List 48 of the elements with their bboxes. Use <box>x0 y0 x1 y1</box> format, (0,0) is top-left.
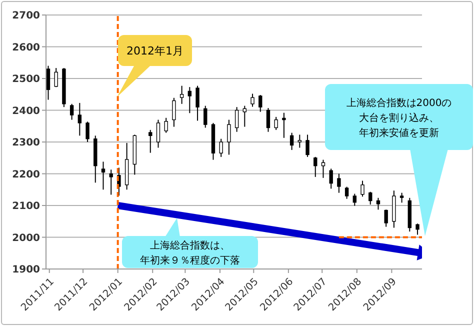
candlestick <box>360 180 364 198</box>
candlestick <box>266 108 270 132</box>
candlestick <box>86 121 90 142</box>
candlestick <box>416 223 420 236</box>
candlestick <box>329 168 333 190</box>
y-tick-label: 2100 <box>12 201 40 212</box>
candlestick <box>204 105 208 128</box>
candlestick <box>164 117 168 134</box>
candlestick <box>352 193 357 206</box>
candlestick <box>70 103 74 120</box>
candlestick <box>234 106 239 132</box>
candlestick <box>188 86 192 114</box>
annotation: 上海総合指数は、年初来９％程度の下落 <box>140 239 240 266</box>
candlestick <box>337 173 341 194</box>
candlestick <box>290 132 294 150</box>
y-tick-label: 2700 <box>12 10 40 22</box>
y-tick-label: 2600 <box>12 42 40 54</box>
candlestick <box>282 112 286 138</box>
candlestick <box>196 85 200 122</box>
candlestick <box>274 116 278 130</box>
candlestick <box>101 161 106 190</box>
candlestick <box>344 186 349 200</box>
annotation: 上海総合指数は2000の大台を割り込み、年初来安値を更新 <box>346 96 452 139</box>
candlestick <box>109 169 113 196</box>
y-tick-label: 1900 <box>12 264 40 276</box>
candlestick <box>180 85 184 104</box>
y-tick-label: 2000 <box>12 232 40 244</box>
annotation: 2012年1月 <box>126 44 184 58</box>
candlestick <box>250 93 254 108</box>
candlestick <box>258 94 262 112</box>
candlestick <box>400 192 404 204</box>
candlestick <box>148 129 152 154</box>
candlestick <box>384 209 388 228</box>
candlestick <box>54 68 58 88</box>
candlestick <box>306 134 310 158</box>
y-tick-label: 2400 <box>12 106 40 117</box>
candlestick <box>78 102 82 136</box>
y-tick-label: 2300 <box>12 138 40 149</box>
y-tick-label: 2200 <box>12 169 40 180</box>
candlestick <box>156 119 160 148</box>
candlestick <box>368 191 372 206</box>
candlestick <box>314 156 318 178</box>
candlestick <box>298 134 302 148</box>
candlestick <box>376 197 380 210</box>
y-tick-label: 2500 <box>12 74 40 86</box>
candlestick <box>227 119 231 156</box>
candlestick <box>219 138 223 158</box>
candlestick <box>172 97 176 128</box>
